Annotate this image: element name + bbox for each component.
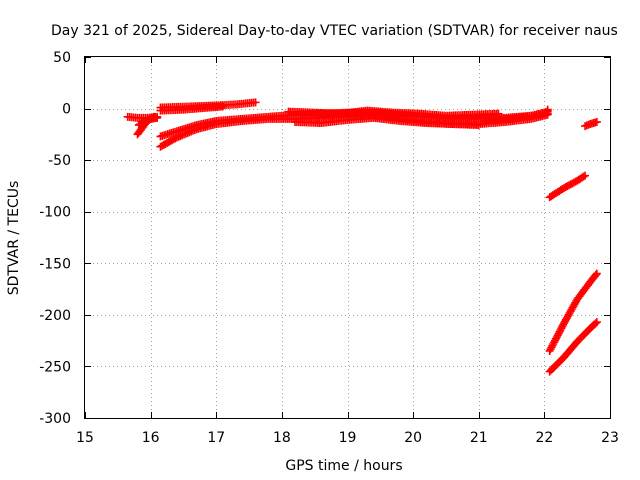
data-point <box>591 270 600 279</box>
y-tick-label: 50 <box>53 50 71 66</box>
y-tick-label: -150 <box>39 256 71 272</box>
data-point <box>592 269 601 278</box>
x-tick-label: 17 <box>207 430 225 446</box>
data-point <box>549 339 558 348</box>
y-tick-label: 0 <box>62 102 71 118</box>
x-tick-label: 21 <box>470 430 488 446</box>
data-point <box>592 318 601 327</box>
data-point <box>546 345 555 354</box>
data-series <box>156 102 227 115</box>
data-series <box>581 117 601 131</box>
y-tick-label: -50 <box>48 153 71 169</box>
data-point <box>591 319 600 328</box>
data-series <box>545 269 601 355</box>
data-series <box>284 106 503 120</box>
x-tick-label: 20 <box>404 430 422 446</box>
data-point <box>557 324 566 333</box>
data-point <box>556 326 565 335</box>
data-point <box>581 171 590 180</box>
data-point <box>543 105 552 114</box>
data-point <box>545 346 554 355</box>
data-point <box>547 343 556 352</box>
y-axis-title: SDTVAR / TECUs <box>6 181 22 296</box>
data-series <box>134 113 162 130</box>
data-point <box>554 329 563 338</box>
data-point <box>551 334 560 343</box>
y-tick-label: -200 <box>39 308 71 324</box>
data-points <box>123 98 601 376</box>
data-point <box>474 121 483 130</box>
x-axis-title: GPS time / hours <box>285 458 402 474</box>
data-point <box>553 331 562 340</box>
data-point <box>555 327 564 336</box>
axis-ticks <box>85 57 611 419</box>
chart-title: Day 321 of 2025, Sidereal Day-to-day VTE… <box>51 23 618 39</box>
x-tick-labels: 15 16 17 18 19 20 21 22 23 <box>76 430 619 446</box>
data-point <box>550 338 559 347</box>
y-tick-label: -250 <box>39 359 71 375</box>
data-point <box>551 336 560 345</box>
data-point <box>552 333 561 342</box>
data-point <box>592 117 601 126</box>
data-series <box>545 171 590 202</box>
x-tick-label: 15 <box>76 430 94 446</box>
data-point <box>218 102 227 111</box>
x-tick-label: 22 <box>535 430 553 446</box>
x-tick-label: 23 <box>601 430 619 446</box>
x-tick-label: 16 <box>142 430 160 446</box>
y-tick-labels: -300 -250 -200 -150 -100 -50 0 50 <box>39 50 71 427</box>
data-point <box>153 113 162 122</box>
data-point <box>251 98 260 107</box>
data-series <box>291 113 483 130</box>
data-series <box>545 318 601 376</box>
plot-frame <box>84 56 611 419</box>
y-tick-label: -300 <box>39 411 71 427</box>
data-series <box>481 105 552 125</box>
data-point <box>558 322 567 331</box>
x-tick-label: 19 <box>339 430 357 446</box>
data-point <box>548 341 557 350</box>
y-tick-label: -100 <box>39 205 71 221</box>
data-point <box>579 172 588 181</box>
x-tick-label: 18 <box>273 430 291 446</box>
